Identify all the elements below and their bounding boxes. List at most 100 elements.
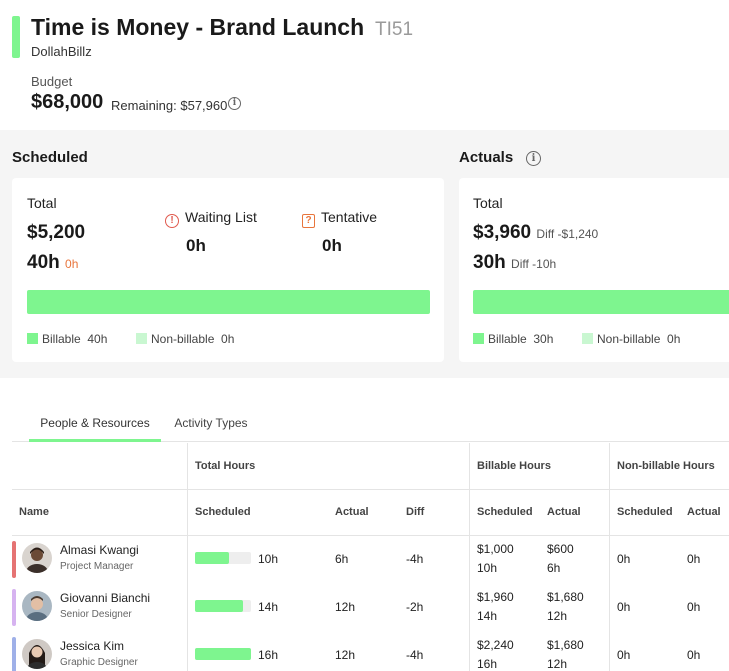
person-name[interactable]: Almasi Kwangi <box>60 543 139 557</box>
row-color-accent <box>12 589 16 626</box>
group-header-total-hours: Total Hours <box>195 460 256 472</box>
col-nonbillable-scheduled[interactable]: Scheduled <box>617 506 673 518</box>
person-name[interactable]: Jessica Kim <box>60 639 125 653</box>
scheduled-mini-bar <box>195 648 251 660</box>
tentative-value: 0h <box>322 236 342 255</box>
avatar[interactable] <box>22 543 52 573</box>
cell-billable-actual-amount: $600 <box>547 542 574 556</box>
cell-nonbillable-scheduled: 0h <box>617 648 631 662</box>
col-name[interactable]: Name <box>19 506 49 518</box>
cell-billable-actual-amount: $1,680 <box>547 638 584 652</box>
avatar[interactable] <box>22 591 52 621</box>
actuals-total-hours: 30h Diff -10h <box>473 252 556 274</box>
warning-icon: ! <box>165 214 179 228</box>
cell-nonbillable-actual: 0h <box>687 648 701 662</box>
cell-billable-actual-amount: $1,680 <box>547 590 584 604</box>
tentative-icon: ? <box>302 214 315 228</box>
person-role: Senior Designer <box>60 609 132 620</box>
actuals-total-amount: $3,960 Diff -$1,240 <box>473 222 598 244</box>
avatar-image <box>22 639 52 669</box>
actuals-nonbillable-legend: Non-billable 0h <box>582 332 680 346</box>
cell-scheduled: 10h <box>258 552 279 566</box>
scheduled-title: Scheduled <box>12 149 88 166</box>
actuals-hours-diff: Diff -10h <box>511 257 557 271</box>
group-header-nonbillable-hours: Non-billable Hours <box>617 460 715 472</box>
cell-billable-actual-hours: 12h <box>547 609 568 623</box>
cell-billable-scheduled-amount: $1,000 <box>477 542 514 556</box>
column-divider <box>609 443 610 671</box>
billable-swatch <box>473 333 484 344</box>
actuals-total-label: Total <box>473 195 503 211</box>
table-row[interactable]: Jessica Kim Graphic Designer 16h 12h -4h… <box>12 631 729 671</box>
col-nonbillable-actual[interactable]: Actual <box>687 506 721 518</box>
scheduled-mini-fill <box>195 648 251 660</box>
cell-actual: 12h <box>335 648 356 662</box>
cell-billable-actual-hours: 6h <box>547 561 561 575</box>
header-divider <box>12 489 729 490</box>
scheduled-mini-fill <box>195 600 243 612</box>
tab-people-resources[interactable]: People & Resources <box>29 404 161 442</box>
nonbillable-swatch <box>136 333 147 344</box>
row-color-accent <box>12 637 16 671</box>
person-role: Graphic Designer <box>60 657 138 668</box>
scheduled-hours-value: 40h <box>27 252 60 273</box>
col-diff[interactable]: Diff <box>406 506 425 518</box>
cell-diff: -4h <box>406 552 424 566</box>
table-row[interactable]: Giovanni Bianchi Senior Designer 14h 12h… <box>12 583 729 631</box>
scheduled-mini-bar <box>195 600 251 612</box>
tentative-text: Tentative <box>321 209 378 225</box>
cell-nonbillable-actual: 0h <box>687 552 701 566</box>
budget-label: Budget <box>31 74 73 89</box>
waiting-list-label: ! Waiting List <box>165 209 257 228</box>
tab-bar: People & Resources Activity Types <box>12 404 729 442</box>
cell-nonbillable-actual: 0h <box>687 600 701 614</box>
scheduled-mini-fill <box>195 552 229 564</box>
cell-billable-actual-hours: 12h <box>547 657 568 671</box>
table-row[interactable]: Almasi Kwangi Project Manager 10h 6h -4h… <box>12 535 729 583</box>
waiting-list-text: Waiting List <box>185 209 257 225</box>
actuals-title: Actuals <box>459 149 514 166</box>
avatar[interactable] <box>22 639 52 669</box>
avatar-image <box>22 591 52 621</box>
actuals-hours-value: 30h <box>473 252 506 273</box>
actuals-amount-value: $3,960 <box>473 222 532 243</box>
cell-nonbillable-scheduled: 0h <box>617 552 631 566</box>
project-code: TI51 <box>375 19 414 40</box>
person-name[interactable]: Giovanni Bianchi <box>60 591 151 605</box>
avatar-image <box>22 543 52 573</box>
group-header-billable-hours: Billable Hours <box>477 460 551 472</box>
scheduled-hours-extra: 0h <box>65 257 79 271</box>
scheduled-card: Total $5,200 40h 0h ! Waiting List 0h ? Te… <box>12 178 444 362</box>
scheduled-mini-bar <box>195 552 251 564</box>
col-scheduled[interactable]: Scheduled <box>195 506 251 518</box>
column-divider <box>187 443 188 671</box>
cell-billable-scheduled-hours: 14h <box>477 609 498 623</box>
nonbillable-swatch <box>582 333 593 344</box>
column-header-divider <box>12 535 729 536</box>
cell-billable-scheduled-amount: $1,960 <box>477 590 514 604</box>
scheduled-nonbillable-legend: Non-billable 0h <box>136 332 234 346</box>
actuals-progress-bar <box>473 290 729 314</box>
actuals-info-icon[interactable]: i <box>526 151 541 166</box>
scheduled-billable-legend: Billable 40h <box>27 332 107 346</box>
tab-activity-types[interactable]: Activity Types <box>174 416 248 430</box>
cell-nonbillable-scheduled: 0h <box>617 600 631 614</box>
actuals-card: Total $3,960 Diff -$1,240 30h Diff -10h … <box>459 178 729 362</box>
col-actual[interactable]: Actual <box>335 506 369 518</box>
scheduled-total-hours: 40h 0h <box>27 252 78 274</box>
client-name[interactable]: DollahBillz <box>31 44 92 59</box>
project-title: Time is Money - Brand Launch <box>31 14 365 40</box>
waiting-list-value: 0h <box>186 236 206 255</box>
cell-billable-scheduled-hours: 10h <box>477 561 498 575</box>
budget-remaining: Remaining: $57,960 <box>111 98 228 113</box>
budget-info-icon[interactable]: i <box>228 97 241 110</box>
person-role: Project Manager <box>60 561 134 572</box>
tentative-label: ? Tentative <box>302 209 377 228</box>
col-billable-scheduled[interactable]: Scheduled <box>477 506 533 518</box>
row-color-accent <box>12 541 16 578</box>
hours-table: Total Hours Billable Hours Non-billable … <box>12 443 729 671</box>
col-billable-actual[interactable]: Actual <box>547 506 581 518</box>
cell-diff: -4h <box>406 648 424 662</box>
scheduled-progress-bar <box>27 290 430 314</box>
project-color-bar <box>12 16 20 58</box>
